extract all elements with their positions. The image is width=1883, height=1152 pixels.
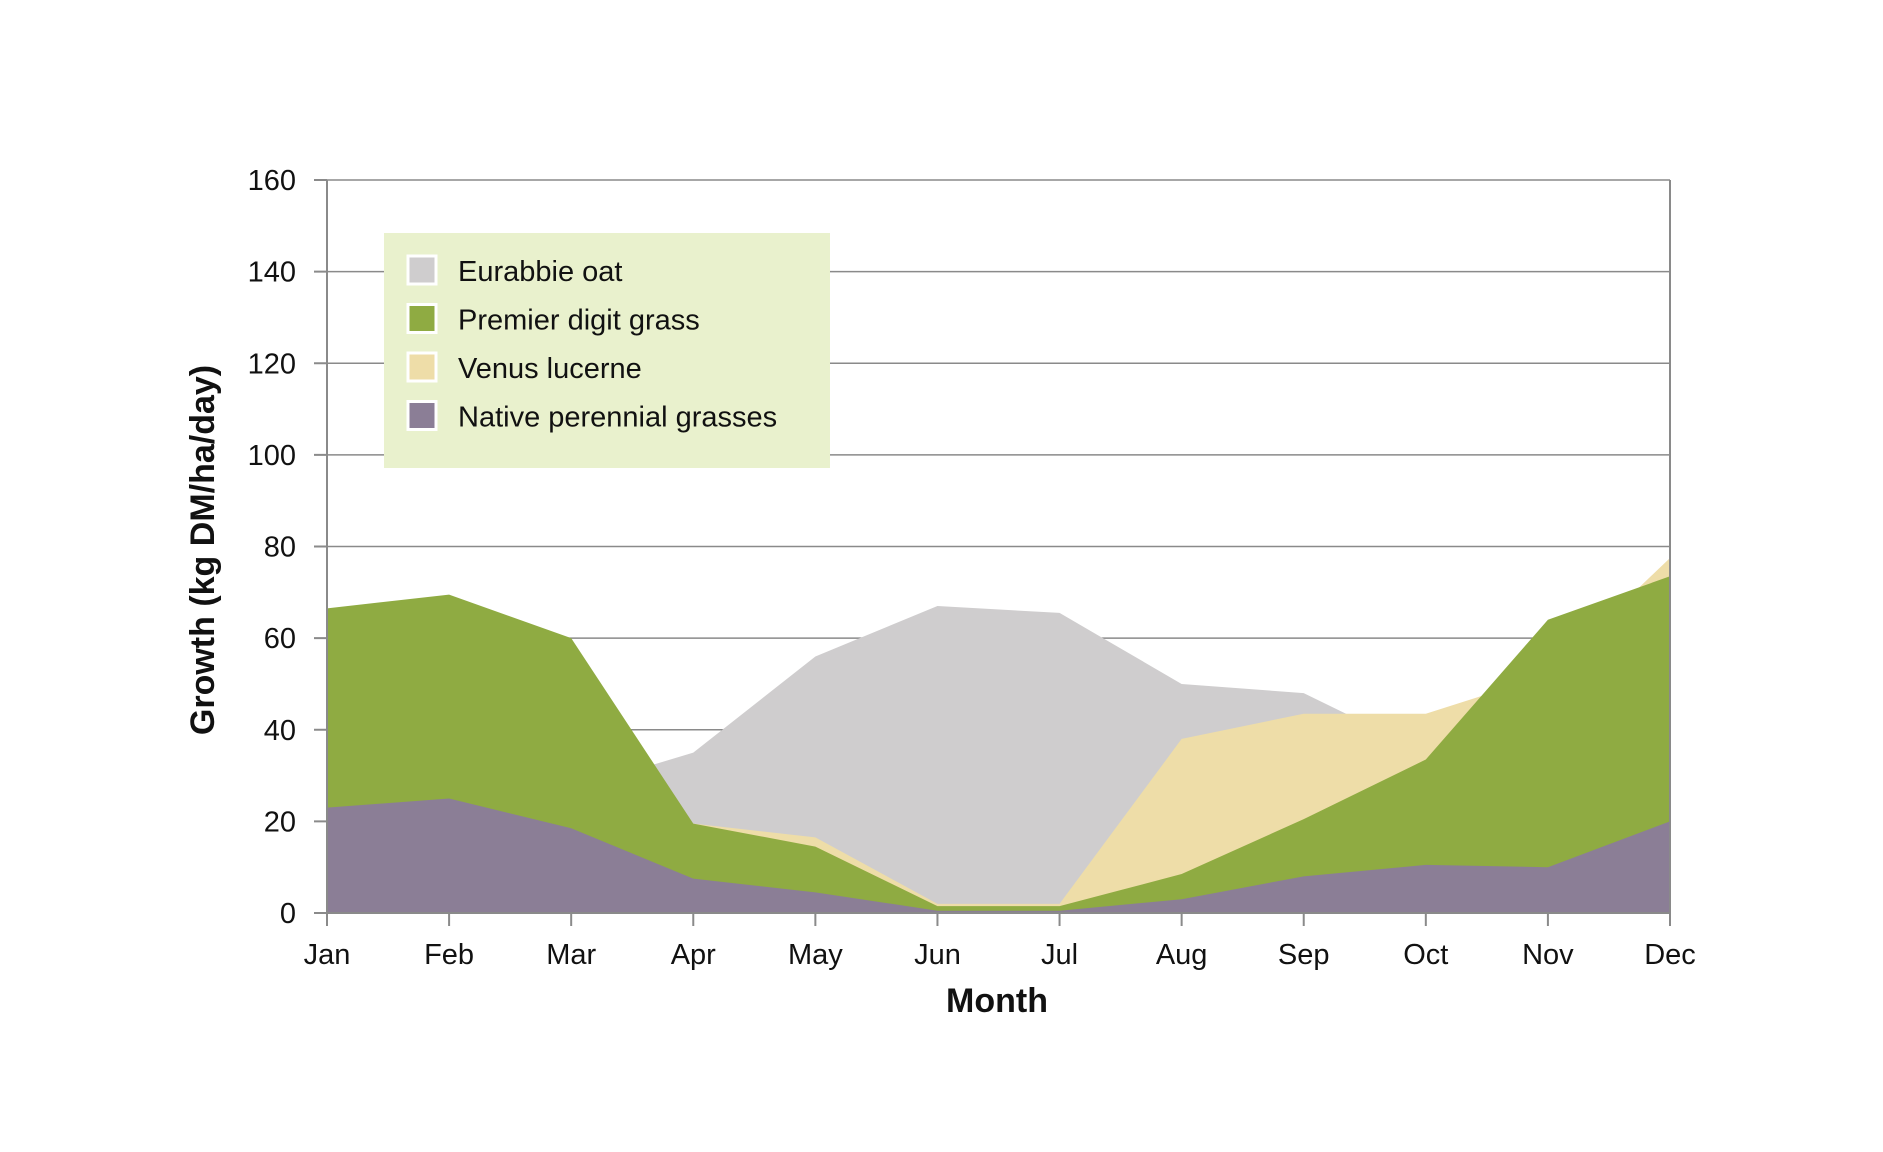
legend-swatch-premier-digit-grass — [406, 303, 438, 334]
legend-swatch-eurabbie-oat — [406, 254, 438, 286]
series-areas — [327, 557, 1670, 913]
legend-label-premier-digit-grass: Premier digit grass — [458, 305, 700, 337]
y-axis-title: Growth (kg DM/ha/day) — [184, 365, 222, 735]
x-tick-label-feb: Feb — [424, 939, 474, 971]
x-tick-label-jul: Jul — [1041, 939, 1078, 971]
legend-swatch-venus-lucerne — [406, 351, 438, 383]
area-premier-digit-grass — [327, 576, 1670, 913]
legend-background — [384, 233, 830, 468]
legend: Eurabbie oat Premier digit grass Venus luc… — [384, 233, 830, 468]
y-tick-label-160: 160 — [248, 165, 296, 197]
x-tick-label-nov: Nov — [1522, 939, 1574, 971]
legend-label-eurabbie-oat: Eurabbie oat — [458, 256, 622, 288]
x-tick-label-apr: Apr — [671, 939, 716, 971]
y-tick-label-40: 40 — [264, 715, 296, 747]
legend-items: Eurabbie oat Premier digit grass Venus luc… — [406, 254, 777, 434]
x-tick-label-jun: Jun — [914, 939, 961, 971]
y-tick-label-120: 120 — [248, 348, 296, 380]
y-tick-label-140: 140 — [248, 257, 296, 289]
y-tick-label-20: 20 — [264, 806, 296, 838]
x-tick-label-may: May — [788, 939, 843, 971]
axes — [314, 179, 1671, 926]
y-tick-labels: 0 20 40 60 80 100 120 140 160 — [248, 165, 296, 930]
x-tick-label-sep: Sep — [1278, 939, 1330, 971]
legend-label-venus-lucerne: Venus lucerne — [458, 353, 642, 385]
x-tick-label-aug: Aug — [1156, 939, 1208, 971]
area-native-perennial-grasses — [327, 798, 1670, 913]
y-tick-label-100: 100 — [248, 440, 296, 472]
y-tick-label-0: 0 — [280, 898, 296, 930]
x-tick-label-mar: Mar — [546, 939, 596, 971]
legend-swatch-native-perennial-grasses — [406, 400, 438, 431]
x-tick-label-oct: Oct — [1403, 939, 1448, 971]
x-tick-labels: Jan Feb Mar Apr May Jun Jul Aug Sep Oct Nov Dec — [304, 939, 1696, 971]
y-tick-label-60: 60 — [264, 623, 296, 655]
legend-label-native-perennial-grasses: Native perennial grasses — [458, 402, 777, 434]
x-axis-title: Month — [946, 982, 1048, 1020]
x-tick-label-dec: Dec — [1644, 939, 1696, 971]
x-tick-label-jan: Jan — [304, 939, 351, 971]
y-tick-label-80: 80 — [264, 532, 296, 564]
